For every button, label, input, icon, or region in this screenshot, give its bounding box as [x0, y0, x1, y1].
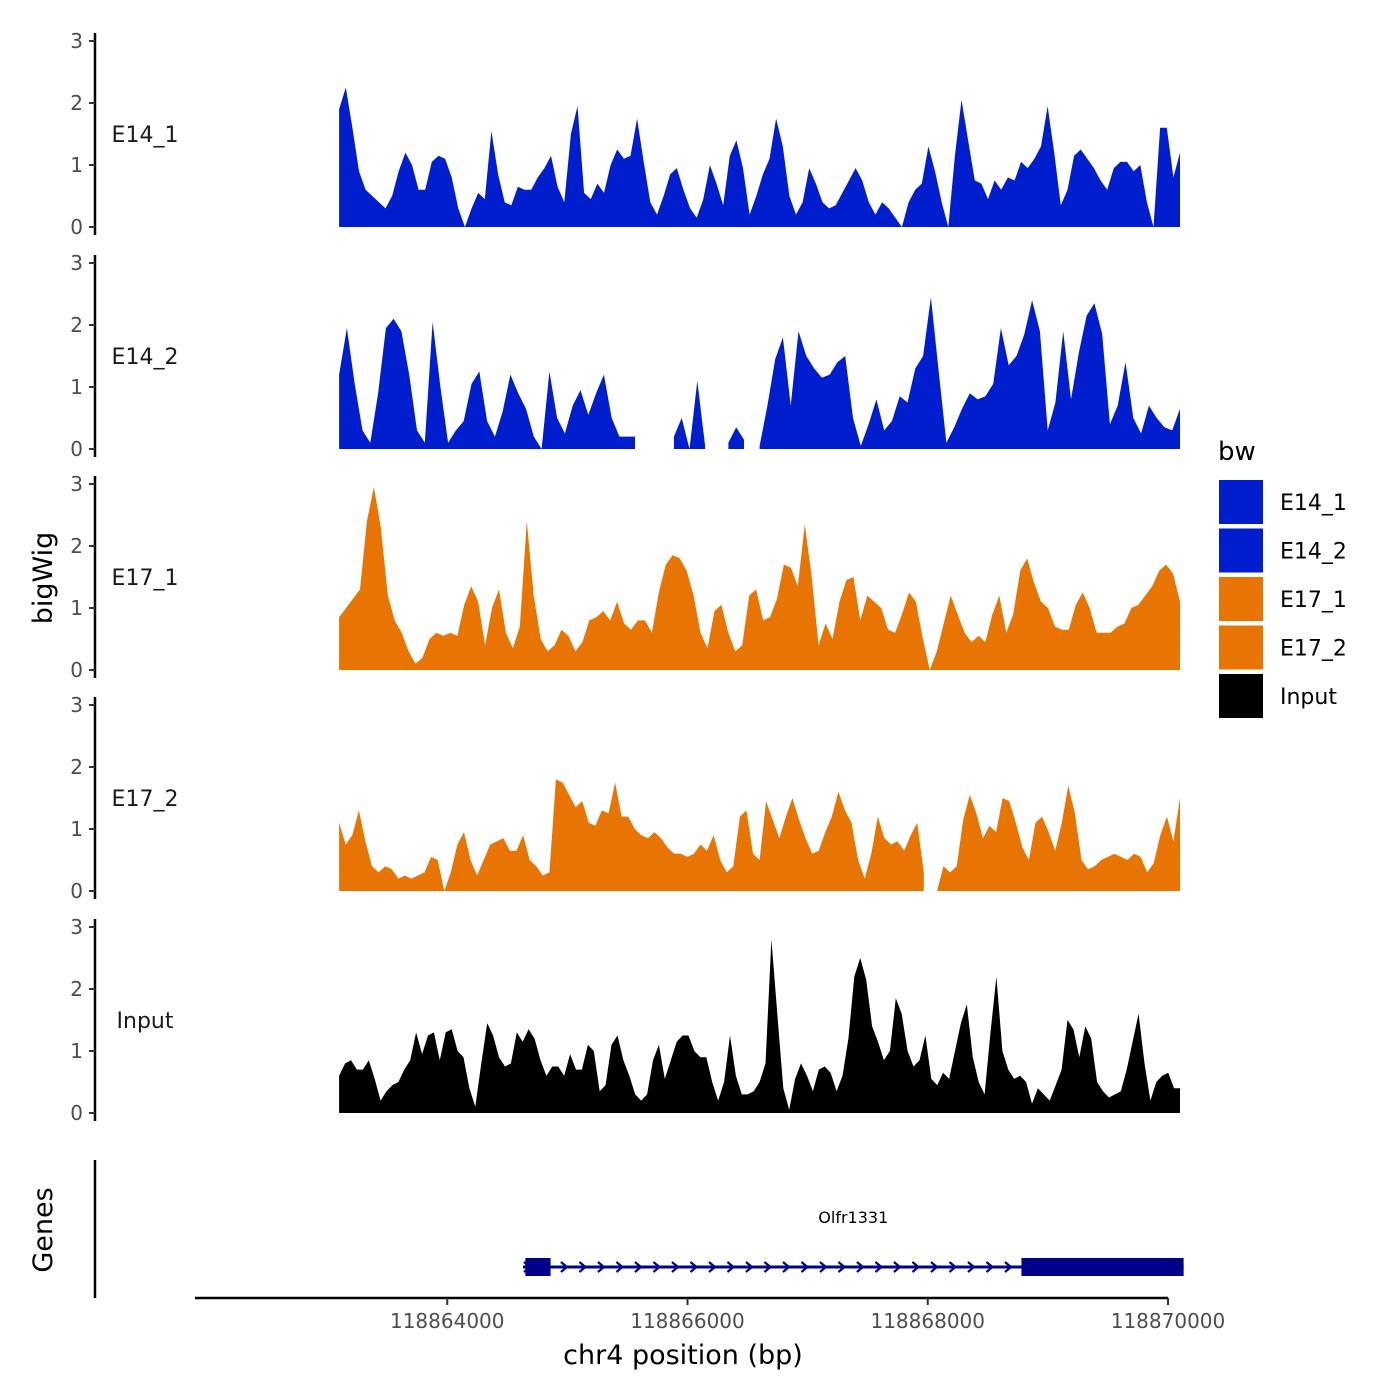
legend-key-E14_1: [1219, 480, 1263, 524]
strand-arrow: [652, 1261, 662, 1273]
track-Input: 0 1 2 3 Input: [70, 915, 1181, 1125]
y-tick-label: 1: [70, 817, 83, 841]
y-tick-label: 2: [70, 91, 83, 115]
x-tick-label: 118870000: [1111, 1309, 1226, 1333]
y-tick-label: 1: [70, 375, 83, 399]
strand-arrow: [726, 1261, 736, 1273]
track-E17_2: 0 1 2 3 E17_2: [70, 693, 1180, 903]
area-E17_2: [339, 779, 924, 891]
y-tick-label: 3: [70, 472, 83, 496]
area-E14_2: [759, 297, 1180, 449]
y-tick-label: 0: [70, 1101, 83, 1125]
strand-arrow: [893, 1261, 902, 1273]
y-tick-label: 2: [70, 755, 83, 779]
strand-arrow: [967, 1261, 976, 1273]
track-label: E14_1: [112, 123, 179, 148]
x-axis: 118864000 118866000 118868000 118870000: [195, 1296, 1226, 1333]
genes-axis-title: Genes: [28, 1187, 59, 1272]
area-Input: [339, 939, 1181, 1113]
y-tick-label: 1: [70, 596, 83, 620]
strand-arrow: [911, 1261, 921, 1273]
y-tick-label: 0: [70, 879, 83, 903]
legend-label: E14_1: [1280, 491, 1347, 516]
strand-arrow: [874, 1261, 884, 1273]
area-E14_2: [673, 380, 706, 449]
track-label: E17_2: [112, 787, 179, 812]
y-tick-label: 1: [70, 153, 83, 177]
track-label: Input: [117, 1009, 174, 1034]
strand-arrow: [1004, 1261, 1013, 1273]
strand-arrow: [597, 1261, 606, 1273]
track-E14_1: 0 1 2 3 E14_1: [70, 29, 1181, 239]
strand-arrow: [930, 1261, 939, 1273]
y-tick-label: 2: [70, 313, 83, 337]
y-tick-label: 0: [70, 658, 83, 682]
strand-arrow: [985, 1261, 995, 1273]
strand-arrow: [671, 1261, 680, 1273]
area-E14_2: [728, 427, 744, 449]
track-label: E14_2: [112, 345, 179, 370]
strand-arrow: [615, 1261, 625, 1273]
area-E17_1: [339, 487, 1181, 670]
y-tick-label: 0: [70, 437, 83, 461]
legend-key-E17_1: [1219, 577, 1263, 621]
y-tick-label: 0: [70, 215, 83, 239]
gene-panel: Olfr1331: [93, 1160, 1184, 1298]
legend-key-E14_2: [1219, 528, 1263, 573]
strand-arrow: [560, 1261, 569, 1273]
legend: bw E14_1 E14_2 E17_1 E17_2 Input: [1218, 437, 1347, 718]
legend-key-E17_2: [1219, 625, 1263, 670]
strand-arrow: [578, 1261, 588, 1273]
area-E17_2: [937, 785, 1180, 891]
x-tick-label: 118868000: [870, 1309, 985, 1333]
y-tick-label: 3: [70, 29, 83, 53]
y-axis-title: bigWig: [28, 532, 59, 625]
tracks: 0 1 2 3 E14_1 0 1 2 3 E14_2 0 1 2 3 E17_1 0 1 2 3 E17_2 0 1 2 3…: [70, 29, 1181, 1125]
area-E14_2: [339, 318, 635, 449]
x-tick-label: 118864000: [390, 1309, 505, 1333]
track-E17_1: 0 1 2 3 E17_1: [70, 472, 1181, 682]
gene-label: Olfr1331: [818, 1208, 888, 1227]
strand-arrow: [708, 1261, 717, 1273]
legend-title: bw: [1218, 437, 1256, 467]
strand-arrow: [689, 1261, 699, 1273]
legend-label: Input: [1280, 685, 1337, 710]
y-tick-label: 3: [70, 693, 83, 717]
legend-label: E17_1: [1280, 588, 1347, 613]
strand-arrow: [800, 1261, 810, 1273]
strand-arrow: [782, 1261, 791, 1273]
area-E14_1: [339, 87, 1181, 227]
legend-label: E14_2: [1280, 540, 1347, 565]
strand-arrow: [763, 1261, 773, 1273]
strand-arrow: [819, 1261, 828, 1273]
legend-label: E17_2: [1280, 637, 1347, 662]
strand-arrow: [948, 1261, 958, 1273]
strand-arrow: [745, 1261, 754, 1273]
y-tick-label: 1: [70, 1039, 83, 1063]
track-E14_2: 0 1 2 3 E14_2: [70, 251, 1180, 461]
strand-arrow: [856, 1261, 865, 1273]
y-tick-label: 3: [70, 251, 83, 275]
x-tick-label: 118866000: [630, 1309, 745, 1333]
y-tick-label: 2: [70, 534, 83, 558]
track-label: E17_1: [112, 566, 179, 591]
legend-key-Input: [1219, 674, 1263, 718]
gene-exon: [1021, 1258, 1184, 1276]
x-axis-title: chr4 position (bp): [563, 1340, 803, 1371]
gene-exon: [525, 1258, 551, 1276]
y-tick-label: 2: [70, 977, 83, 1001]
strand-arrow: [837, 1261, 847, 1273]
strand-arrow: [634, 1261, 643, 1273]
y-tick-label: 3: [70, 915, 83, 939]
